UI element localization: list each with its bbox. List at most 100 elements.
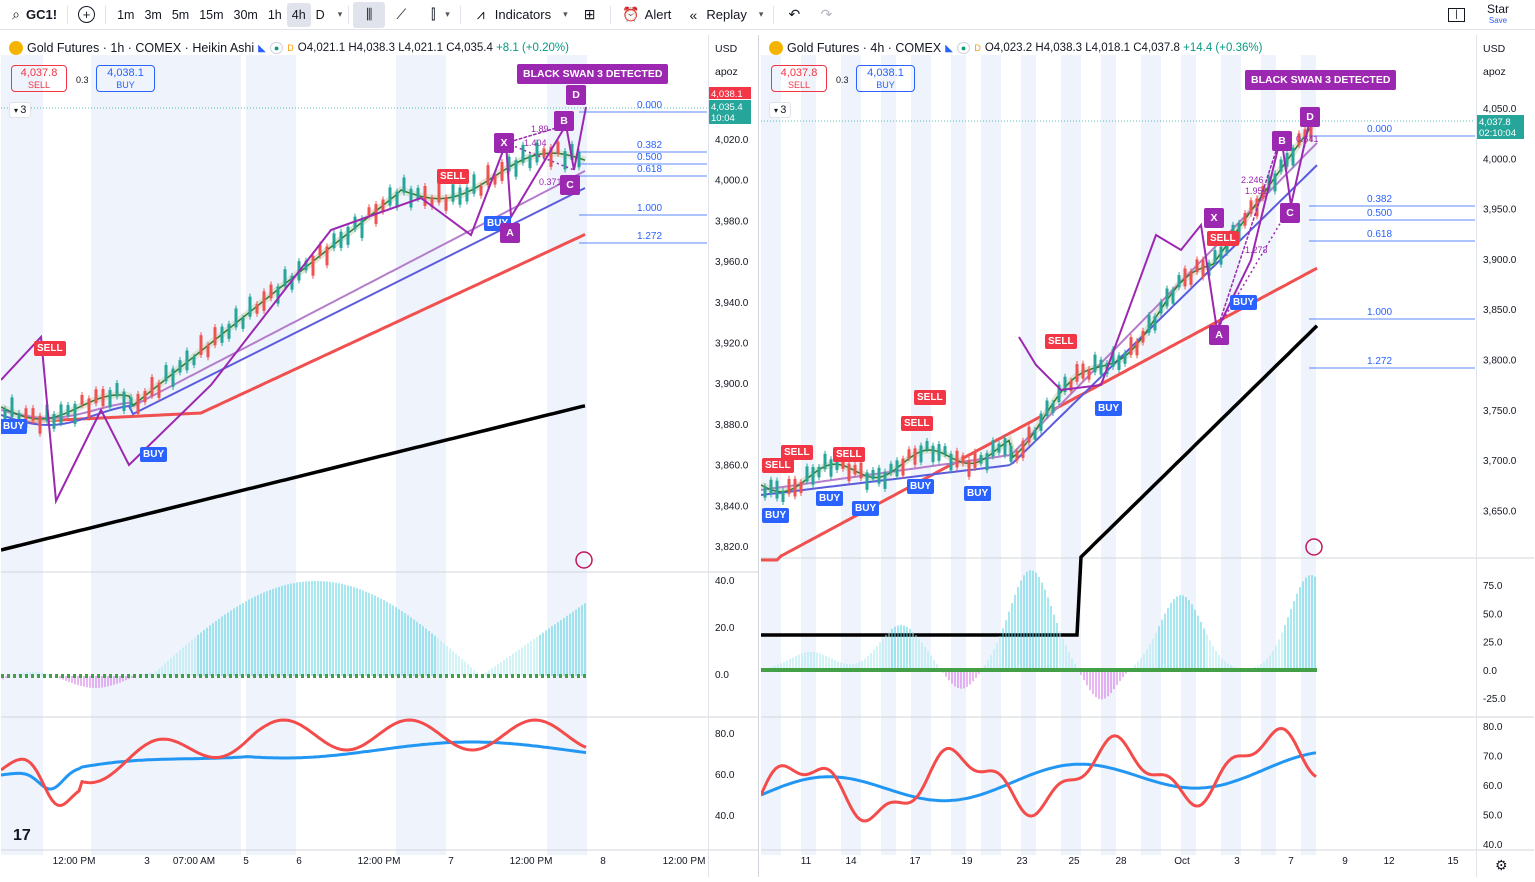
divider: [609, 5, 611, 24]
timeframe-1h[interactable]: 1h: [267, 7, 282, 22]
search-icon: ⌕: [12, 6, 20, 22]
right-chart-panel[interactable]: 4,050.0 4,000.0 3,950.0 3,900.0 3,850.0 3,800…: [761, 35, 1534, 877]
delayed-icon: D: [287, 43, 294, 53]
harmonic-ratio-label: 1.404: [524, 138, 547, 148]
price-tag-time: 02:10:04: [1479, 128, 1516, 139]
sell-price: 4,037.8: [780, 67, 818, 79]
ohlc-open: O4,021.1: [297, 42, 346, 54]
timeframe-3m[interactable]: 3m: [144, 7, 162, 22]
lightning-icon[interactable]: [1305, 538, 1323, 556]
session-band: [761, 55, 781, 855]
fib-level-label: 0.500: [637, 152, 662, 163]
scale-label[interactable]: apoz: [1483, 66, 1506, 78]
lightning-icon[interactable]: [575, 551, 593, 569]
settings-gear-icon[interactable]: ⚙: [1495, 857, 1508, 873]
fib-level-label: 0.618: [637, 164, 662, 175]
timeframe-15m[interactable]: 15m: [199, 7, 224, 22]
divider: [348, 5, 350, 24]
oscillator-tick-label: -25.0: [1483, 694, 1506, 705]
candle-body: [493, 173, 497, 185]
chart-type-line-button[interactable]: ⟋: [385, 0, 417, 30]
candle-body: [577, 151, 581, 168]
candle-body: [1081, 363, 1085, 379]
left-chart-title: Gold Futures · 1h · COMEX · Heikin Ashi: [27, 41, 255, 55]
sell-button[interactable]: 4,037.8 SELL: [771, 65, 827, 92]
bars-icon: ⫿: [430, 6, 436, 22]
currency-label[interactable]: USD: [715, 43, 738, 55]
indicators-button[interactable]: ⩘ Indicators ▾: [465, 0, 574, 30]
candle-body: [949, 453, 953, 471]
star-save-button[interactable]: Star Save: [1487, 0, 1535, 30]
fib-level-label: 0.382: [637, 140, 662, 151]
right-price-axis[interactable]: USD apoz: [1476, 35, 1534, 877]
oscillator-tick-label: 20.0: [715, 623, 735, 634]
star-label: Star: [1486, 1, 1509, 16]
candle-body: [563, 151, 567, 170]
candle-body: [1027, 426, 1031, 443]
indicator-collapse-button[interactable]: ▾ 3: [9, 102, 32, 118]
replay-button[interactable]: « Replay ▾: [677, 0, 769, 30]
time-tick-label: 07:00 AM: [173, 856, 215, 867]
candle-body: [227, 323, 231, 339]
candle-body: [122, 391, 126, 411]
candle-body: [73, 403, 77, 424]
sell-price: 4,037.8: [20, 67, 58, 79]
price-tick-label: 3,860.0: [715, 461, 749, 472]
candle-body: [1255, 198, 1259, 217]
timeframe-4h[interactable]: 4h: [286, 2, 311, 27]
ohlc-close: C4,035.4: [446, 42, 493, 54]
candle-body: [213, 327, 217, 346]
plus-circle-icon: +: [78, 6, 96, 23]
compare-button[interactable]: +: [72, 0, 101, 30]
candle-body: [1111, 349, 1115, 367]
timeframe-1m[interactable]: 1m: [117, 7, 135, 22]
timeframe-5m[interactable]: 5m: [171, 7, 190, 22]
chart-type-bars-button[interactable]: ⫿ ▾: [417, 0, 456, 30]
spread-value: 0.3: [76, 75, 89, 85]
scale-label[interactable]: apoz: [715, 66, 738, 78]
ohlc-change: +8.1 (+0.20%): [496, 42, 569, 54]
tradingview-logo[interactable]: 17: [13, 827, 31, 844]
time-tick-label: 17: [909, 856, 921, 867]
candle-body: [1273, 173, 1277, 192]
alert-button[interactable]: ⏰ Alert: [615, 0, 678, 30]
symbol-search[interactable]: ⌕ GC1!: [0, 0, 63, 30]
indicator-collapse-button[interactable]: ▾ 3: [769, 102, 792, 118]
sell-button[interactable]: 4,037.8 SELL: [11, 65, 67, 92]
redo-button[interactable]: ↷: [810, 0, 842, 30]
layout-toggle-button[interactable]: |: [1442, 0, 1471, 30]
left-chart-canvas[interactable]: 4,020.0 4,000.0 3,980.0 3,960.0 3,940.0 3,920…: [1, 35, 759, 877]
timeframe-d[interactable]: D: [315, 7, 325, 22]
rsi-tick-label: 40.0: [715, 811, 735, 822]
candle-body: [262, 291, 266, 311]
buy-button[interactable]: 4,038.1 BUY: [856, 65, 915, 92]
candle-body: [1297, 133, 1301, 146]
layouts-button[interactable]: ⊞: [574, 0, 606, 30]
undo-button[interactable]: ↶: [778, 0, 810, 30]
left-price-axis[interactable]: USD apoz: [708, 35, 758, 877]
left-ohlc: O4,021.1 H4,038.3 L4,021.1 C4,035.4 +8.1…: [298, 42, 569, 54]
flag-icon: ◣: [945, 42, 953, 54]
harmonic-dotted-line: [503, 124, 575, 171]
candle-body: [542, 148, 546, 157]
buy-button[interactable]: 4,038.1 BUY: [96, 65, 155, 92]
candle-body: [1309, 121, 1313, 140]
time-tick-label: 14: [845, 856, 857, 867]
chevron-down-icon[interactable]: ▾: [337, 9, 343, 19]
line-chart-icon: ⟋: [396, 6, 407, 22]
timeframe-30m[interactable]: 30m: [233, 7, 258, 22]
gold-coin-icon: [769, 41, 783, 55]
candle-body: [871, 469, 875, 480]
time-tick-label: 7: [448, 856, 454, 867]
currency-label[interactable]: USD: [1483, 43, 1506, 55]
left-chart-panel[interactable]: 4,020.0 4,000.0 3,980.0 3,960.0 3,940.0 3,920…: [1, 35, 759, 877]
status-dot-icon: ●: [269, 42, 284, 54]
indicators-label: Indicators: [494, 7, 552, 22]
time-tick-label: 3: [144, 856, 150, 867]
right-chart-canvas[interactable]: 4,050.0 4,000.0 3,950.0 3,900.0 3,850.0 3,800…: [761, 35, 1534, 877]
candle-body: [129, 397, 133, 407]
chart-type-button[interactable]: ⫼: [353, 1, 386, 28]
sell-signal-label: SELL: [914, 390, 946, 405]
candle-body: [248, 296, 252, 317]
harmonic-dotted-line: [1216, 135, 1292, 331]
